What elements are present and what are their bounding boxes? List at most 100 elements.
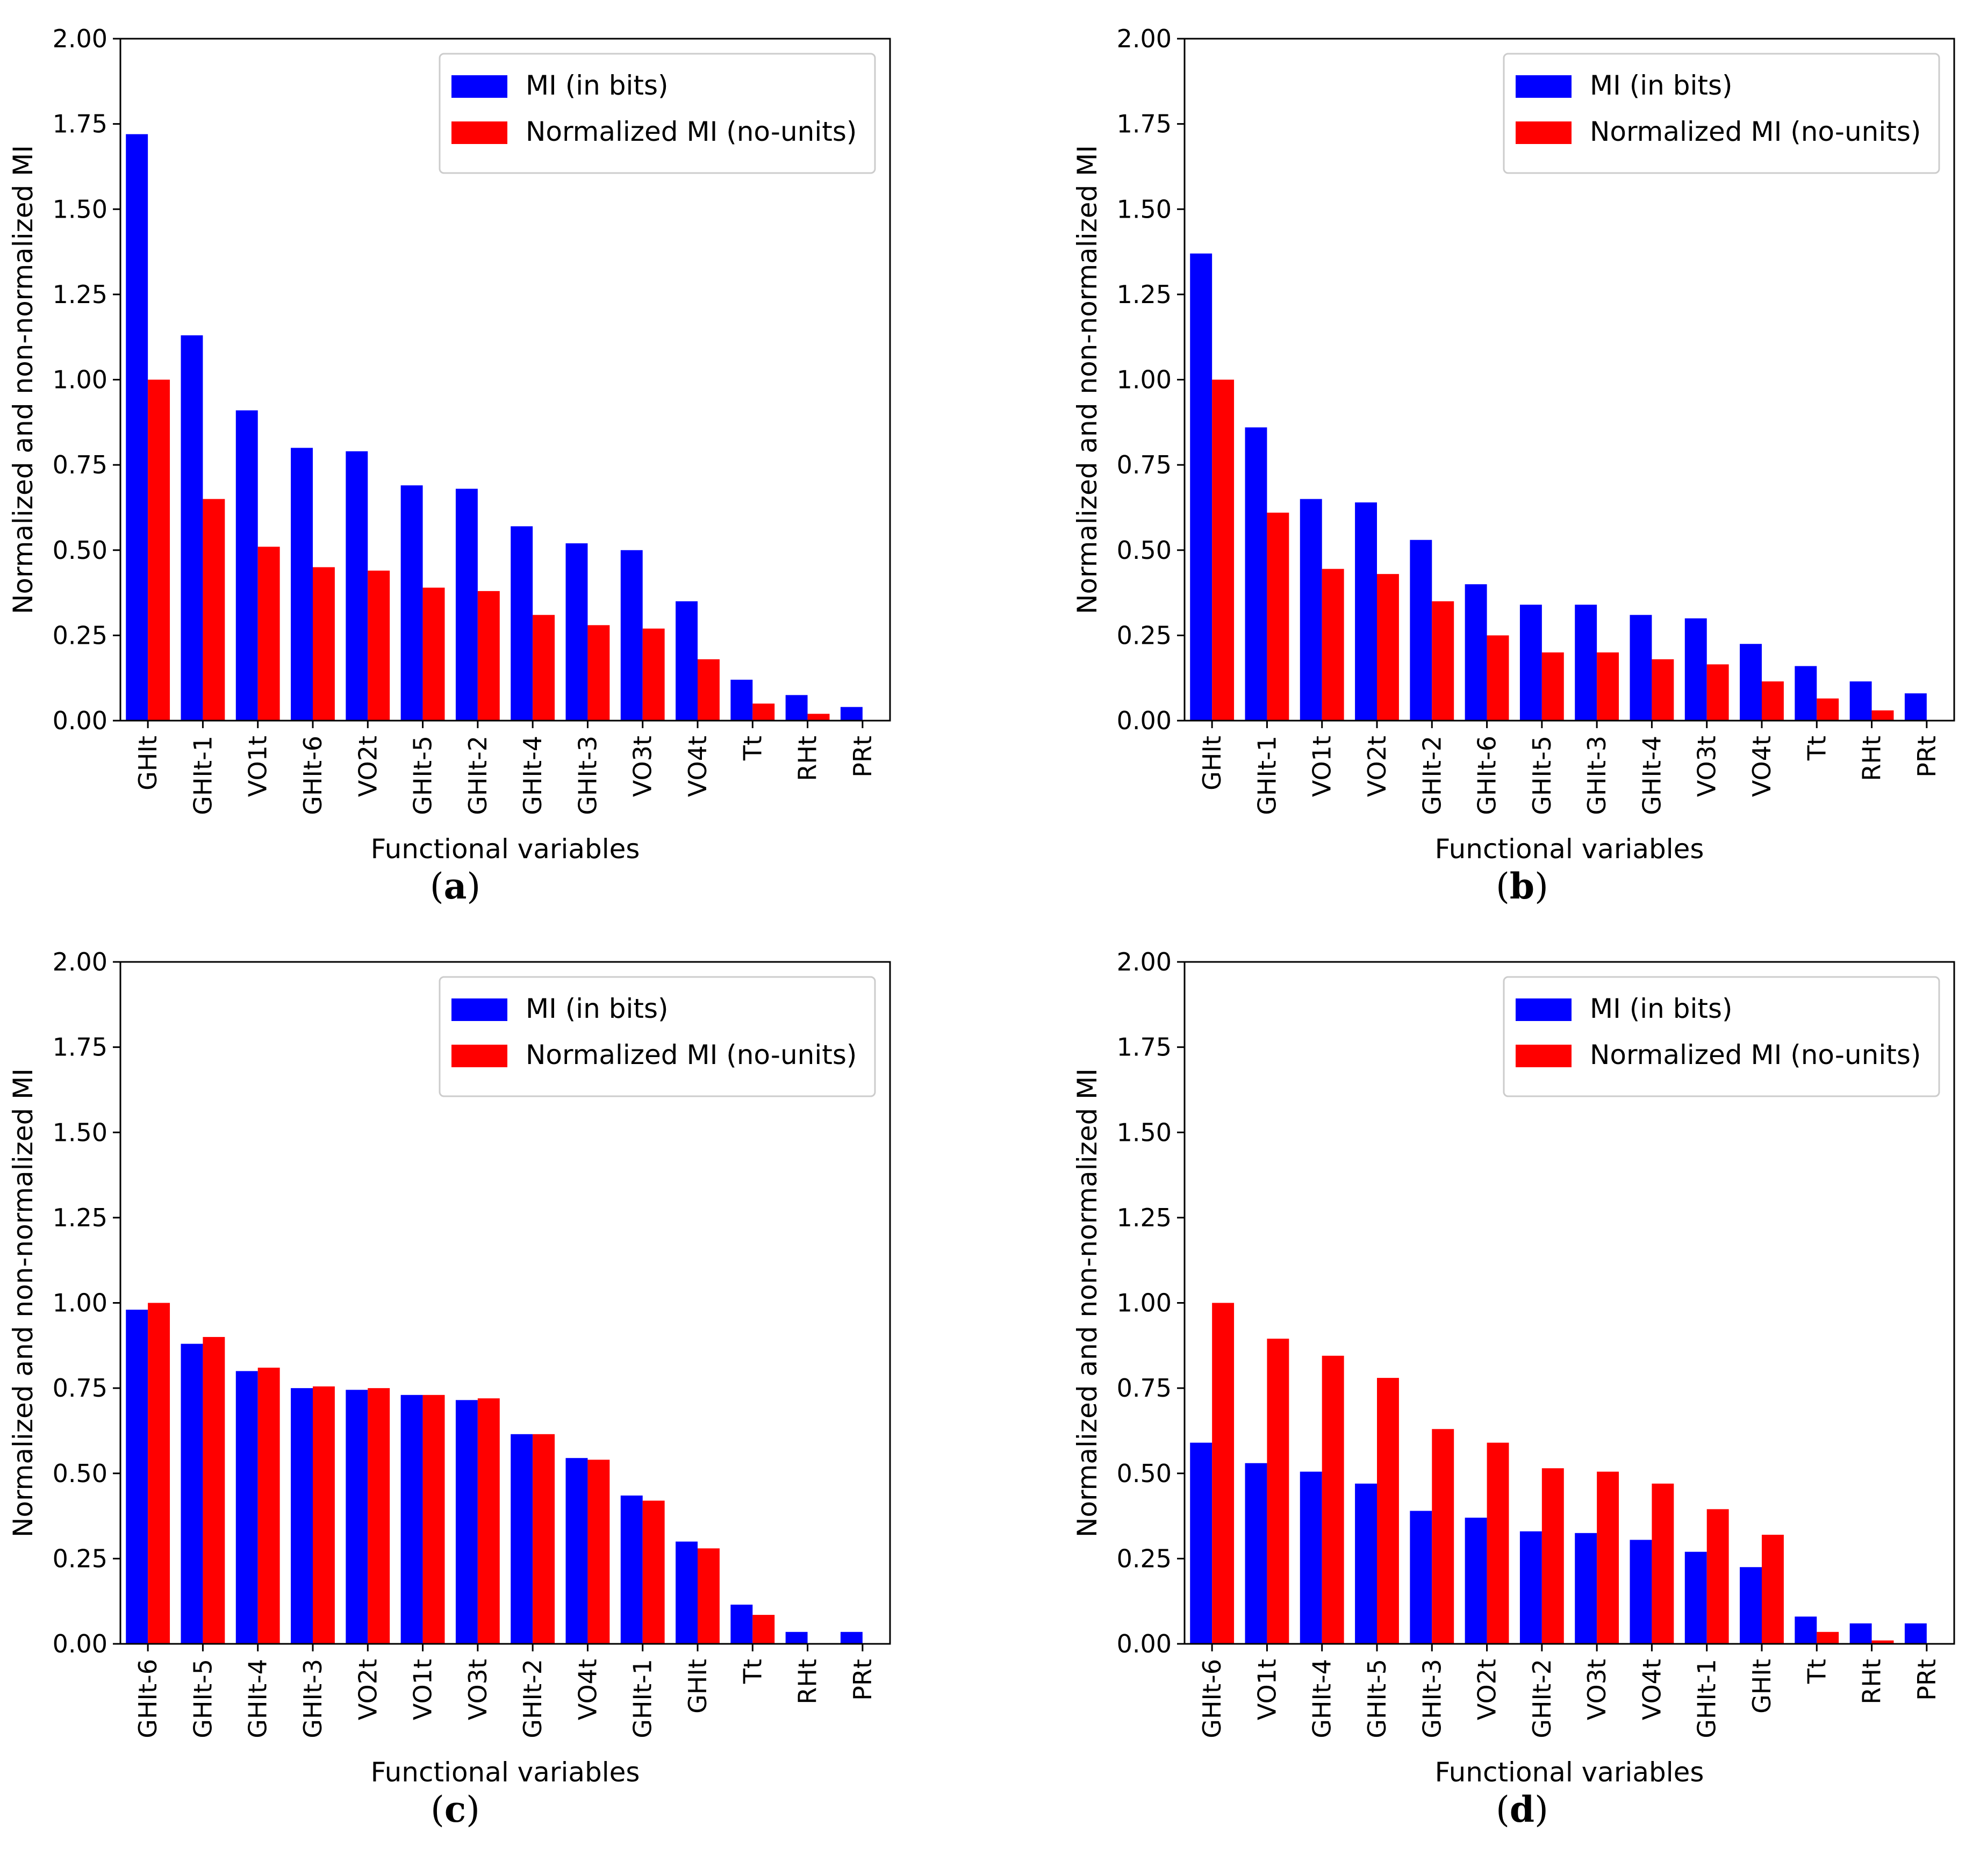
mi-bar-ghit-3 bbox=[1410, 1511, 1432, 1644]
y-tick-label: 0.00 bbox=[1117, 1629, 1172, 1658]
mi-bar-ghit-1 bbox=[620, 1495, 643, 1644]
y-tick-label: 1.00 bbox=[53, 1289, 107, 1318]
x-axis-title: Functional variables bbox=[1435, 1757, 1704, 1788]
y-tick-label: 0.75 bbox=[53, 450, 107, 479]
y-tick-label: 0.00 bbox=[1117, 706, 1172, 735]
legend-label-nmi: Normalized MI (no-units) bbox=[1590, 1039, 1921, 1070]
mi-bar-ghit-3 bbox=[565, 543, 588, 721]
y-tick-label: 1.00 bbox=[1117, 1289, 1172, 1318]
y-tick-label: 0.25 bbox=[1117, 621, 1172, 650]
mi-bar-ghit bbox=[1190, 253, 1213, 721]
y-tick-label: 0.25 bbox=[53, 1544, 107, 1573]
nmi-bar-vo3t bbox=[1597, 1471, 1619, 1644]
mi-bar-rht bbox=[1849, 1623, 1872, 1644]
mi-bar-prt bbox=[1904, 1623, 1927, 1644]
chart-panel-c: 0.00 0.25 0.50 0.75 1.00 1.25 1.50 1.75 2.00 GHIt… bbox=[8, 947, 891, 1788]
legend-swatch-mi bbox=[451, 75, 507, 98]
x-tick-label: VO4t bbox=[1747, 736, 1776, 797]
y-tick-label: 1.50 bbox=[53, 195, 107, 224]
nmi-bar-ghit-4 bbox=[533, 615, 555, 721]
mi-bar-ghit-3 bbox=[291, 1388, 313, 1644]
mi-bar-ghit-2 bbox=[455, 488, 478, 721]
mi-bar-ghit-6 bbox=[1190, 1442, 1213, 1644]
nmi-bar-ghit-5 bbox=[422, 587, 445, 721]
mi-bar-ghit-4 bbox=[511, 526, 533, 721]
mi-bar-ghit-6 bbox=[1465, 584, 1487, 721]
legend: MI (in bits) Normalized MI (no-units) bbox=[439, 53, 876, 174]
mi-bar-ghit-6 bbox=[291, 448, 313, 721]
x-axis-title: Functional variables bbox=[371, 833, 640, 865]
y-axis-title: Normalized and non-normalized MI bbox=[8, 145, 39, 614]
x-tick-label: GHIt-2 bbox=[1527, 1659, 1556, 1738]
legend-swatch-mi bbox=[1516, 75, 1572, 98]
y-axis-title: Normalized and non-normalized MI bbox=[1072, 145, 1103, 614]
x-tick-label: RHt bbox=[1857, 1659, 1886, 1705]
x-tick-label: GHIt-4 bbox=[1308, 1659, 1337, 1738]
x-tick-label: GHIt-6 bbox=[1197, 1659, 1226, 1738]
x-tick-label: VO4t bbox=[683, 736, 712, 797]
nmi-bar-ghit-6 bbox=[1212, 1303, 1235, 1644]
y-tick-label: 0.00 bbox=[53, 706, 107, 735]
y-tick-label: 1.75 bbox=[53, 1033, 107, 1062]
x-tick-label: GHIt bbox=[1747, 1659, 1776, 1714]
panel-label-c: (c) bbox=[431, 1788, 480, 1830]
legend-swatch-nmi bbox=[1516, 121, 1572, 144]
nmi-bar-vo1t bbox=[422, 1395, 445, 1644]
y-tick-label: 0.75 bbox=[1117, 450, 1172, 479]
mi-bar-vo4t bbox=[565, 1458, 588, 1644]
nmi-bar-rht bbox=[807, 714, 830, 721]
mi-bar-prt bbox=[840, 1631, 863, 1644]
mi-bar-ghit-4 bbox=[235, 1371, 258, 1644]
mi-bar-vo1t bbox=[235, 410, 258, 721]
nmi-bar-vo1t bbox=[257, 547, 280, 721]
mi-bar-vo2t bbox=[1355, 502, 1377, 721]
legend: MI (in bits) Normalized MI (no-units) bbox=[439, 976, 876, 1097]
y-tick-label: 0.50 bbox=[1117, 1459, 1172, 1488]
x-tick-label: GHIt-4 bbox=[1637, 736, 1666, 815]
x-tick-label: GHIt-5 bbox=[1362, 1659, 1391, 1738]
nmi-bar-ghit-4 bbox=[1652, 659, 1674, 721]
x-tick-label: VO1t bbox=[1308, 736, 1337, 797]
legend-swatch-nmi bbox=[451, 121, 507, 144]
legend-label-mi: MI (in bits) bbox=[1590, 70, 1733, 101]
nmi-bar-ghit-5 bbox=[203, 1336, 225, 1644]
y-axis-title: Normalized and non-normalized MI bbox=[8, 1068, 39, 1537]
x-tick-label: VO3t bbox=[1692, 736, 1721, 797]
legend: MI (in bits) Normalized MI (no-units) bbox=[1503, 976, 1940, 1097]
mi-bar-vo2t bbox=[346, 451, 368, 721]
mi-bar-ghit-5 bbox=[1519, 605, 1542, 721]
mi-bar-ghit bbox=[1740, 1567, 1762, 1644]
x-tick-label: RHt bbox=[1857, 736, 1886, 781]
mi-bar-vo3t bbox=[1575, 1533, 1597, 1644]
legend-label-mi: MI (in bits) bbox=[526, 70, 669, 101]
x-tick-label: GHIt-6 bbox=[1473, 736, 1502, 815]
nmi-bar-ghit bbox=[698, 1548, 720, 1644]
y-axis-title: Normalized and non-normalized MI bbox=[1072, 1068, 1103, 1537]
x-tick-label: GHIt-3 bbox=[573, 736, 602, 815]
nmi-bar-vo2t bbox=[1487, 1442, 1509, 1644]
nmi-bar-ghit bbox=[148, 379, 170, 721]
mi-bar-vo1t bbox=[400, 1395, 423, 1644]
nmi-bar-vo2t bbox=[1377, 574, 1399, 721]
x-tick-label: VO1t bbox=[1252, 1659, 1281, 1720]
nmi-bar-ghit-2 bbox=[477, 591, 500, 721]
y-tick-label: 2.00 bbox=[53, 947, 107, 976]
x-tick-label: GHIt-3 bbox=[1417, 1659, 1446, 1738]
mi-bar-vo3t bbox=[1684, 618, 1707, 721]
mi-bar-ghit-5 bbox=[181, 1343, 203, 1644]
nmi-bar-tt bbox=[752, 1615, 775, 1644]
nmi-bar-tt bbox=[1817, 1631, 1839, 1644]
nmi-bar-ghit-6 bbox=[148, 1303, 170, 1644]
y-tick-label: 1.75 bbox=[1117, 110, 1172, 139]
x-tick-label: Tt bbox=[738, 1659, 767, 1684]
x-tick-label: VO3t bbox=[1582, 1659, 1611, 1720]
legend-swatch-mi bbox=[451, 998, 507, 1021]
chart-panel-b: 0.00 0.25 0.50 0.75 1.00 1.25 1.50 1.75 2.00 GHIt… bbox=[1072, 24, 1955, 865]
y-tick-label: 0.75 bbox=[53, 1374, 107, 1403]
panel-label-b: (b) bbox=[1496, 865, 1548, 907]
nmi-bar-ghit-1 bbox=[203, 499, 225, 721]
y-tick-label: 1.25 bbox=[53, 1203, 107, 1232]
y-tick-label: 1.25 bbox=[1117, 280, 1172, 309]
x-tick-label: VO3t bbox=[628, 736, 657, 797]
nmi-bar-vo4t bbox=[698, 659, 720, 721]
